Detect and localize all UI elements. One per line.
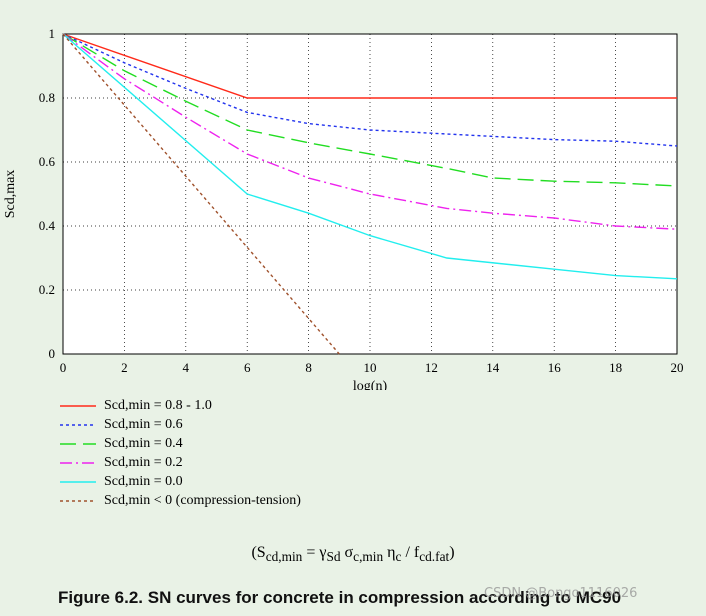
formula-sub-cmin: c,min <box>353 549 384 565</box>
legend-label-4: Scd,min = 0.0 <box>104 473 183 489</box>
series-lines <box>62 33 678 355</box>
formula-sub-sd: Sd <box>326 549 341 565</box>
series-line-2 <box>62 33 678 187</box>
y-tick-label-0: 0 <box>49 346 56 361</box>
legend-swatch-0 <box>60 404 96 407</box>
x-tick-label-7: 14 <box>486 360 500 375</box>
legend-entry-0: Scd,min = 0.8 - 1.0 <box>58 396 301 415</box>
legend-label-0: Scd,min = 0.8 - 1.0 <box>104 397 212 413</box>
legend-label-1: Scd,min = 0.6 <box>104 416 183 432</box>
y-axis-label: Scd,max <box>3 170 18 219</box>
legend-label-5: Scd,min < 0 (compression-tension) <box>104 492 301 508</box>
legend: Scd,min = 0.8 - 1.0 Scd,min = 0.6 Scd,min … <box>58 396 301 510</box>
legend-label-3: Scd,min = 0.2 <box>104 454 183 470</box>
y-tick-label-3: 0.6 <box>39 154 56 169</box>
x-tick-labels: 0 2 4 6 8 10 12 14 16 18 20 <box>60 360 684 375</box>
formula-open: (S <box>251 544 266 561</box>
x-tick-label-0: 0 <box>60 360 67 375</box>
x-tick-label-9: 18 <box>609 360 622 375</box>
y-tick-label-2: 0.4 <box>39 218 56 233</box>
x-tick-label-6: 12 <box>425 360 438 375</box>
formula-eta: η <box>383 544 396 561</box>
y-tick-label-5: 1 <box>49 26 56 41</box>
formula-eq: = γ <box>302 544 327 561</box>
formula: (Scd,min = γSd σc,min ηc / fcd.fat) <box>0 544 706 565</box>
watermark: CSDN @Bongo1116026 <box>484 586 638 601</box>
y-tick-label-1: 0.2 <box>39 282 55 297</box>
x-tick-label-1: 2 <box>121 360 128 375</box>
legend-entry-2: Scd,min = 0.4 <box>58 434 301 453</box>
sn-curve-chart: 0 2 4 6 8 10 12 14 16 18 20 00.20.40.60.81 log(n) … <box>3 26 684 390</box>
y-tick-labels: 0 0.2 0.4 0.6 0.8 1 <box>39 26 56 361</box>
x-tick-label-3: 6 <box>244 360 251 375</box>
y-tick-label-4: 0.8 <box>39 90 55 105</box>
legend-label-2: Scd,min = 0.4 <box>104 435 183 451</box>
x-tick-label-2: 4 <box>183 360 190 375</box>
legend-swatch-1 <box>60 423 96 426</box>
formula-sub-cdfat: cd.fat <box>419 549 450 565</box>
series-line-1 <box>62 33 678 147</box>
legend-entry-4: Scd,min = 0.0 <box>58 472 301 491</box>
x-tick-label-10: 20 <box>671 360 684 375</box>
series-line-0 <box>62 33 677 99</box>
series-line-4 <box>62 33 678 280</box>
series-line-5 <box>62 33 340 355</box>
formula-close: ) <box>449 544 455 561</box>
series-line-3 <box>62 33 678 230</box>
legend-entry-5: Scd,min < 0 (compression-tension) <box>58 491 301 510</box>
x-tick-label-5: 10 <box>364 360 377 375</box>
formula-sigma: σ <box>340 544 354 561</box>
figure-caption: Figure 6.2. SN curves for concrete in co… <box>58 588 622 607</box>
x-axis-label: log(n) <box>353 379 388 390</box>
formula-sub-c: c <box>395 549 402 565</box>
formula-sub-cdmin: cd,min <box>265 549 303 565</box>
legend-swatch-2 <box>60 442 96 445</box>
legend-entry-3: Scd,min = 0.2 <box>58 453 301 472</box>
formula-slash: / f <box>401 544 420 561</box>
legend-entry-1: Scd,min = 0.6 <box>58 415 301 434</box>
legend-swatch-5 <box>60 499 96 502</box>
legend-swatch-3 <box>60 461 96 464</box>
x-tick-label-8: 16 <box>548 360 562 375</box>
x-tick-label-4: 8 <box>305 360 312 375</box>
legend-swatch-4 <box>60 480 96 483</box>
